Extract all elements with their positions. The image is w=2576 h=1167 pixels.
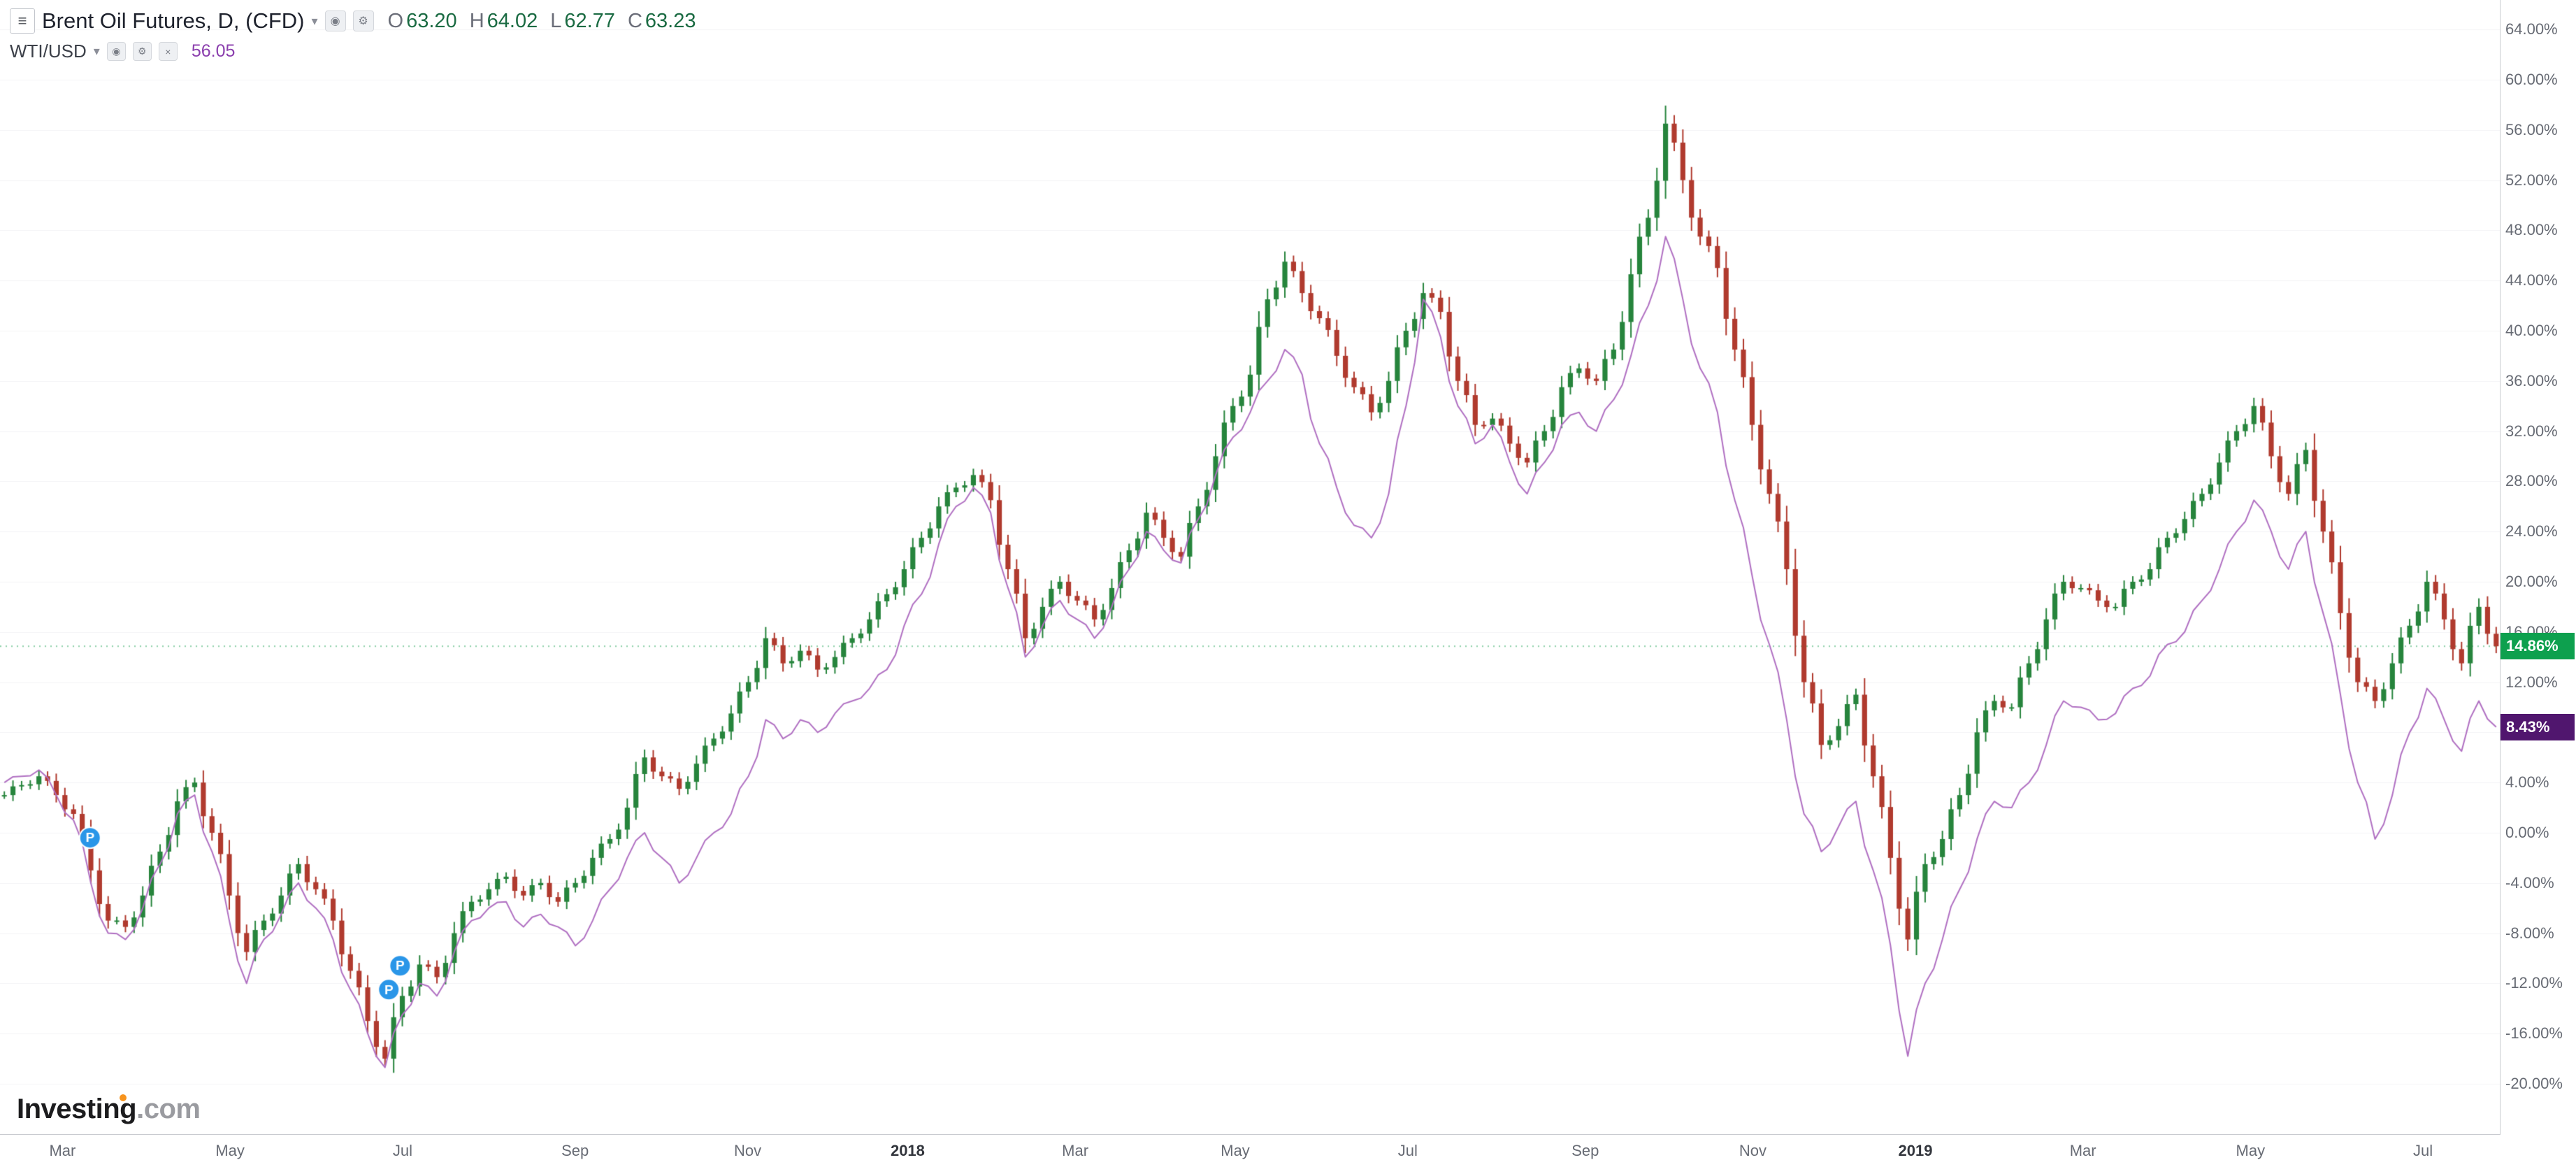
time-axis-label: May <box>215 1142 245 1159</box>
price-axis-tick: 24.00% <box>2505 522 2558 540</box>
low-value: L 62.77 <box>550 9 615 32</box>
price-axis-tick: 56.00% <box>2505 120 2558 138</box>
open-value: O 63.20 <box>387 9 457 32</box>
time-axis-label: Mar <box>49 1142 76 1159</box>
compare-series-value: 56.05 <box>191 41 236 61</box>
price-axis-tick: 4.00% <box>2505 773 2549 792</box>
price-axis-tick: 48.00% <box>2505 221 2558 239</box>
time-axis-label: 2018 <box>890 1142 925 1159</box>
price-axis-tick: 44.00% <box>2505 271 2558 289</box>
price-axis-tick: -20.00% <box>2505 1074 2563 1092</box>
time-axis-label: Sep <box>1571 1142 1599 1159</box>
time-axis-label: May <box>1221 1142 1250 1159</box>
price-axis[interactable]: 14.86% 8.43% 64.00% 60.00% 56.00% 52.00% 48.… <box>2500 0 2576 1167</box>
wti-last-price-label: 8.43% <box>2501 713 2575 740</box>
time-axis-label: Nov <box>733 1142 762 1159</box>
menu-icon[interactable]: ≡ <box>10 8 35 34</box>
close-value: C 63.23 <box>627 9 696 32</box>
time-axis-label: Jul <box>1397 1142 1418 1159</box>
chevron-down-icon[interactable]: ▾ <box>311 13 318 28</box>
time-axis-label: Nov <box>1739 1142 1767 1159</box>
eye-icon[interactable]: ◉ <box>106 42 126 61</box>
price-axis-tick: 12.00% <box>2505 673 2558 691</box>
settings-icon[interactable]: ⚙ <box>132 42 152 61</box>
price-axis-tick: -4.00% <box>2505 873 2554 892</box>
eye-icon[interactable]: ◉ <box>324 10 346 31</box>
ohlc-values: O 63.20 H 64.02 L 62.77 C 63.23 <box>388 10 696 33</box>
price-axis-tick: -16.00% <box>2505 1024 2563 1043</box>
time-axis-label: Sep <box>561 1142 589 1159</box>
time-axis-label: Jul <box>2413 1142 2433 1159</box>
price-axis-tick: 60.00% <box>2505 70 2558 88</box>
price-axis-tick: 28.00% <box>2505 472 2558 490</box>
time-axis-label: 2019 <box>1898 1142 1933 1159</box>
main-series-title[interactable]: Brent Oil Futures, D, (CFD) <box>42 8 305 33</box>
price-axis-tick: 0.00% <box>2505 823 2549 841</box>
time-axis-label: Mar <box>1062 1142 1089 1159</box>
price-axis-tick: 20.00% <box>2505 572 2558 590</box>
price-chart-canvas[interactable] <box>0 0 2501 1135</box>
price-axis-tick: -12.00% <box>2505 974 2563 992</box>
time-axis[interactable]: Mar May Jul Sep Nov 2018 Mar May Jul Sep Nov 2019 Ma… <box>0 1134 2501 1167</box>
high-value: H 64.02 <box>469 9 538 32</box>
chart-legend: ≡ Brent Oil Futures, D, (CFD) ▾ ◉ ⚙ O 63… <box>10 8 696 62</box>
price-axis-tick: 52.00% <box>2505 171 2558 189</box>
compare-series-legend-row: WTI/USD ▾ ◉ ⚙ × 56.05 <box>10 41 696 62</box>
price-axis-tick: 32.00% <box>2505 422 2558 440</box>
time-axis-label: Mar <box>2069 1142 2096 1159</box>
price-axis-tick: 36.00% <box>2505 371 2558 389</box>
chevron-down-icon[interactable]: ▾ <box>93 44 100 58</box>
time-axis-label: May <box>2236 1142 2266 1159</box>
main-series-legend-row: ≡ Brent Oil Futures, D, (CFD) ▾ ◉ ⚙ O 63… <box>10 8 696 34</box>
investing-logo: Investing.com <box>17 1094 201 1124</box>
price-axis-tick: 40.00% <box>2505 321 2558 339</box>
compare-series-title[interactable]: WTI/USD <box>10 41 87 62</box>
time-axis-label: Jul <box>392 1142 412 1159</box>
settings-icon[interactable]: ⚙ <box>352 10 374 31</box>
price-axis-tick: -8.00% <box>2505 924 2554 942</box>
brent-last-price-label: 14.86% <box>2501 633 2575 660</box>
price-axis-tick: 64.00% <box>2505 20 2558 38</box>
close-icon[interactable]: × <box>158 42 178 61</box>
